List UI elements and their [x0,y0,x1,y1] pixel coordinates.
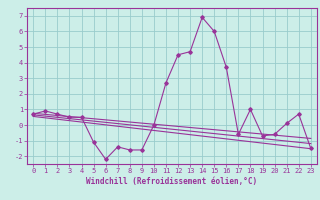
X-axis label: Windchill (Refroidissement éolien,°C): Windchill (Refroidissement éolien,°C) [86,177,258,186]
